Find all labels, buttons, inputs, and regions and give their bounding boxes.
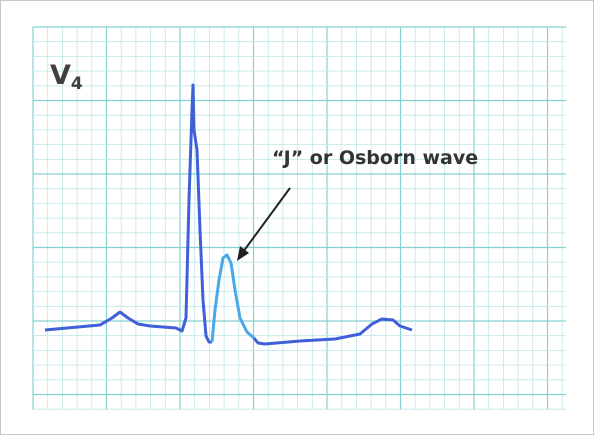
- grid: [32, 26, 566, 410]
- ecg-trace: [44, 83, 212, 344]
- j-wave: [210, 253, 255, 343]
- arrow-head: [237, 246, 249, 261]
- annotation: “J” or Osborn wave: [272, 147, 478, 169]
- lead-subscript: 4: [71, 74, 83, 94]
- lead-letter: V: [50, 60, 71, 91]
- lead-label: V4: [50, 60, 83, 94]
- arrow-shaft: [242, 187, 291, 253]
- ecg-trace-end: [252, 317, 413, 346]
